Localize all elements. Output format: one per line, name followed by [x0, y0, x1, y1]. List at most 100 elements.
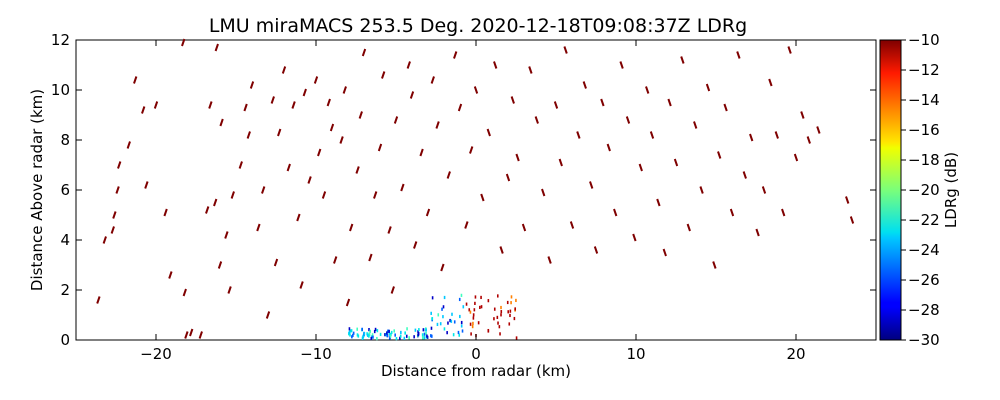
data-point: [541, 188, 546, 197]
echo-mark: [425, 331, 427, 336]
data-point: [390, 286, 395, 294]
echo-mark: [515, 336, 518, 340]
data-points: [96, 38, 855, 339]
echo-mark: [452, 333, 455, 337]
data-point: [299, 281, 304, 289]
data-point: [227, 286, 232, 294]
data-point: [729, 208, 735, 217]
data-point: [593, 246, 599, 254]
echo-mark: [393, 329, 396, 333]
x-tick-label: 0: [471, 345, 481, 363]
echo-mark: [426, 334, 428, 338]
echo-mark: [449, 318, 451, 323]
x-axis-ticks: −20 −10 0 10 20: [140, 40, 806, 363]
data-point: [619, 61, 624, 69]
echo-mark: [443, 327, 446, 331]
data-point: [662, 248, 667, 257]
echo-mark: [395, 336, 398, 341]
echo-mark: [366, 333, 369, 337]
echo-mark: [457, 330, 460, 335]
data-point: [699, 186, 704, 194]
echo-mark: [474, 295, 477, 299]
echo-mark: [447, 321, 449, 325]
data-point: [214, 43, 219, 52]
y-tick-label: 0: [60, 331, 70, 349]
echo-mark: [425, 328, 427, 332]
echo-mark: [423, 336, 426, 340]
echo-mark: [499, 332, 501, 336]
x-tick-label: 20: [786, 345, 805, 363]
near-radar-echo: [348, 293, 518, 341]
data-point: [774, 131, 779, 139]
y-axis-label: Distance Above radar (km): [28, 89, 46, 291]
data-point: [742, 171, 747, 179]
data-point: [693, 121, 698, 129]
echo-mark: [418, 328, 420, 332]
chart-title: LMU miraMACS 253.5 Deg. 2020-12-18T09:08…: [209, 15, 747, 37]
echo-mark: [368, 334, 370, 338]
echo-mark: [480, 305, 483, 309]
data-point: [656, 198, 661, 207]
data-point: [198, 331, 203, 339]
data-point: [723, 103, 728, 112]
echo-mark: [376, 329, 379, 333]
data-point: [249, 81, 255, 89]
data-point: [144, 181, 149, 189]
echo-mark: [510, 295, 513, 299]
echo-mark: [404, 331, 406, 335]
echo-mark: [431, 317, 434, 321]
echo-mark: [468, 308, 471, 312]
data-point: [115, 186, 120, 194]
echo-mark: [497, 321, 499, 325]
plot-area: −20 −10 0 10 20 0 2 4 6 8 10 12: [51, 31, 877, 363]
echo-mark: [471, 324, 474, 329]
echo-mark: [430, 326, 433, 330]
data-point: [736, 51, 741, 59]
data-point: [849, 216, 855, 224]
echo-mark: [373, 329, 376, 334]
echo-mark: [390, 330, 393, 335]
data-point: [313, 76, 319, 84]
data-point: [230, 191, 235, 199]
echo-mark: [459, 314, 461, 319]
data-point: [510, 96, 515, 104]
echo-mark: [458, 297, 461, 302]
echo-mark: [369, 329, 371, 333]
echo-mark: [386, 331, 388, 335]
data-point: [755, 228, 760, 237]
data-point: [296, 213, 301, 222]
echo-mark: [510, 301, 512, 305]
echo-mark: [421, 336, 424, 340]
echo-mark: [408, 336, 410, 340]
echo-mark: [493, 317, 495, 321]
data-point: [349, 223, 354, 232]
data-point: [368, 253, 373, 262]
data-point: [558, 158, 563, 167]
data-point: [153, 101, 159, 109]
data-point: [576, 131, 581, 139]
data-point: [457, 103, 463, 112]
echo-mark: [496, 315, 499, 320]
data-point: [440, 263, 445, 272]
echo-mark: [370, 336, 373, 341]
data-point: [430, 76, 435, 84]
colorbar-tick-label: −26: [908, 271, 940, 289]
echo-mark: [417, 330, 419, 334]
x-tick-label: 10: [626, 345, 645, 363]
data-point: [645, 86, 650, 94]
data-point: [673, 158, 679, 167]
data-point: [387, 226, 392, 234]
data-point: [213, 198, 218, 207]
data-point: [277, 128, 282, 137]
data-point: [781, 208, 786, 217]
echo-mark: [352, 331, 355, 335]
data-point: [345, 298, 351, 307]
data-point: [286, 163, 291, 172]
data-point: [600, 98, 605, 107]
colorbar-ticks: −10 −12 −14 −16 −18 −20 −22 −24 −26 −28 −30: [901, 31, 940, 349]
echo-mark: [406, 327, 408, 331]
data-point: [464, 221, 469, 229]
echo-mark: [498, 325, 501, 329]
echo-mark: [487, 328, 490, 333]
echo-mark: [442, 305, 445, 309]
